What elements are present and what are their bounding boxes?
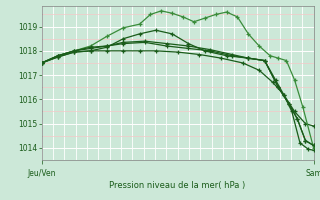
X-axis label: Pression niveau de la mer( hPa ): Pression niveau de la mer( hPa ) bbox=[109, 181, 246, 190]
